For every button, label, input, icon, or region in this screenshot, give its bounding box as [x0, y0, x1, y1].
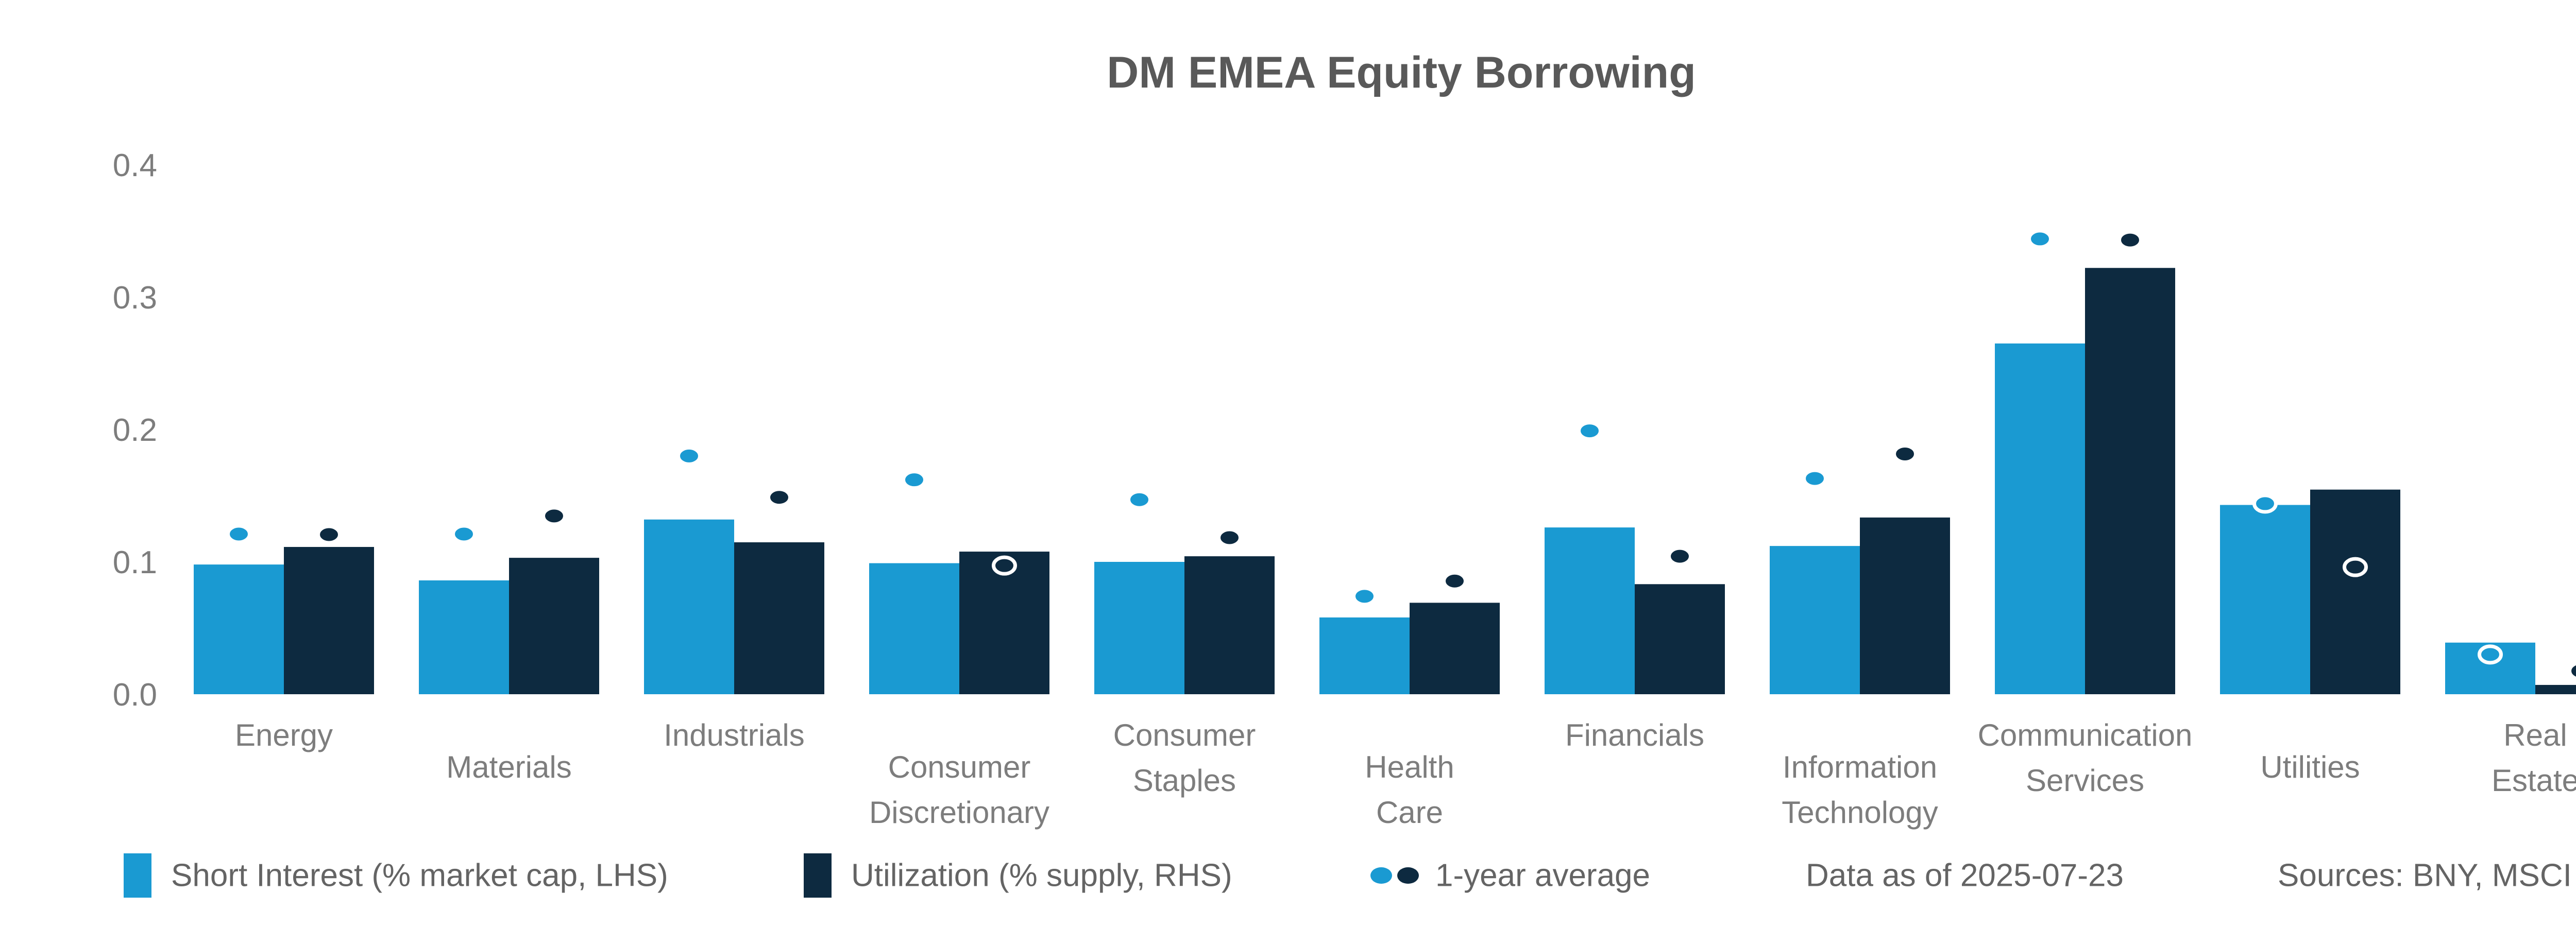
category-label-health-care: Health Care	[1365, 750, 1454, 830]
left-axis-tick-0.0: 0.0	[113, 677, 157, 713]
bar-utilization-health-care	[1410, 603, 1500, 694]
left-axis-tick-0.4: 0.4	[113, 148, 157, 183]
category-label-consumer-discretionary: Consumer Discretionary	[869, 750, 1049, 830]
footer-data-as-of: Data as of 2025-07-23	[1806, 857, 2124, 894]
bar-utilization-communication-services	[2085, 268, 2175, 694]
chart-title: DM EMEA Equity Borrowing	[1107, 48, 1696, 97]
bar-utilization-energy	[284, 547, 374, 694]
bar-short-interest-information-technology	[1770, 546, 1860, 694]
dot-short-interest-avg-industrials	[676, 445, 702, 466]
category-label-materials: Materials	[446, 750, 571, 784]
category-label-energy: Energy	[235, 718, 333, 752]
legend-label-short-interest: Short Interest (% market cap, LHS)	[171, 857, 668, 894]
dot-utilization-avg-materials	[541, 506, 567, 526]
legend-dot-navy-icon	[1397, 867, 1419, 884]
bar-utilization-materials	[509, 558, 599, 694]
dot-utilization-avg-consumer-discretionary	[992, 555, 1017, 576]
dot-utilization-avg-industrials	[767, 487, 792, 508]
dot-utilization-avg-consumer-staples	[1217, 527, 1242, 548]
dot-short-interest-avg-materials	[451, 524, 477, 544]
dot-utilization-avg-utilities	[2343, 557, 2368, 577]
dot-short-interest-avg-consumer-discretionary	[902, 470, 927, 490]
legend-label-average: 1-year average	[1435, 857, 1651, 894]
category-label-information-technology: Information Technology	[1782, 750, 1938, 830]
left-axis-tick-0.1: 0.1	[113, 545, 157, 580]
left-axis-tick-0.3: 0.3	[113, 280, 157, 316]
bar-utilization-information-technology	[1860, 517, 1950, 694]
legend-dot-blue-icon	[1370, 867, 1392, 884]
category-label-consumer-staples: Consumer Staples	[1113, 718, 1256, 798]
dot-short-interest-avg-consumer-staples	[1127, 489, 1152, 510]
dot-short-interest-avg-health-care	[1352, 586, 1377, 607]
dot-utilization-avg-communication-services	[2117, 230, 2143, 250]
dot-utilization-avg-health-care	[1442, 571, 1467, 591]
dot-short-interest-avg-information-technology	[1802, 468, 1827, 489]
category-label-communication-services: Communication Services	[1978, 718, 2193, 798]
bar-short-interest-consumer-staples	[1094, 562, 1184, 694]
bar-utilization-utilities	[2310, 489, 2400, 694]
bar-utilization-consumer-staples	[1184, 556, 1275, 694]
bar-short-interest-consumer-discretionary	[869, 563, 959, 694]
dot-short-interest-avg-energy	[226, 524, 251, 544]
legend-label-utilization: Utilization (% supply, RHS)	[851, 857, 1232, 894]
dot-utilization-avg-information-technology	[1892, 443, 1918, 464]
dot-short-interest-avg-real-estate	[2478, 644, 2503, 665]
dot-utilization-avg-real-estate	[2568, 661, 2576, 681]
category-label-financials: Financials	[1565, 718, 1704, 752]
dot-utilization-avg-financials	[1667, 546, 1692, 566]
bar-short-interest-utilities	[2220, 505, 2310, 694]
category-label-real-estate: Real Estate	[2492, 718, 2576, 798]
dot-utilization-avg-energy	[316, 524, 342, 545]
legend-swatch-utilization	[804, 853, 832, 898]
dot-short-interest-avg-financials	[1577, 421, 1602, 441]
left-axis-tick-0.2: 0.2	[113, 413, 157, 448]
category-label-industrials: Industrials	[664, 718, 804, 752]
category-label-utilities: Utilities	[2260, 750, 2360, 784]
bar-short-interest-energy	[194, 564, 284, 694]
bar-short-interest-industrials	[644, 519, 734, 694]
dot-short-interest-avg-communication-services	[2027, 229, 2053, 249]
bar-short-interest-communication-services	[1995, 343, 2085, 694]
bar-utilization-financials	[1635, 584, 1725, 694]
bar-short-interest-materials	[419, 580, 509, 694]
legend-swatch-short-interest	[124, 853, 151, 898]
dot-short-interest-avg-utilities	[2252, 493, 2278, 514]
bar-short-interest-health-care	[1319, 617, 1410, 694]
bar-utilization-real-estate	[2535, 684, 2576, 694]
bar-utilization-industrials	[734, 542, 824, 694]
bar-short-interest-financials	[1545, 527, 1635, 694]
footer-sources: Sources: BNY, MSCI	[2278, 857, 2572, 894]
